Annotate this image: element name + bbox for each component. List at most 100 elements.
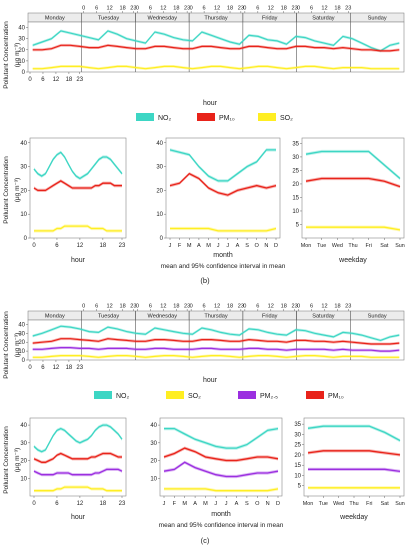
c-week-top-x-tick-label: 6 [256,304,259,310]
c-ci-note: mean and 95% confidence interval in mean [159,522,284,529]
c-week-top-x-tick-label: 0 [190,304,193,310]
c-weekday-y-tick-label: 10 [294,473,301,479]
c-week-top-x-tick-label: 0 [243,304,246,310]
c-weekday-x-tick-label: Thu [349,501,358,507]
b-month-x-tick-label: J [217,243,220,249]
c-week-top-x-tick-label: 23 [345,304,351,310]
y-axis-unit: (μg m⁻³) [14,448,21,473]
y-axis-title: Pollutant Concentration (μg m⁻³) [3,426,21,494]
b-week-x-tick-label: 18 [66,77,73,83]
b-weekday-x-tick-label: Sun [395,243,405,249]
y-axis-label: Pollutant Concentration [3,21,10,89]
b-week-top-x-tick-label: 12 [214,6,220,12]
b-week-day-label: Saturday [312,16,335,22]
b-weekday-x-tick-label: Wed [332,243,343,249]
c-hour-x-tick-label: 18 [100,501,107,507]
b-month-y-tick-label: 10 [156,212,163,218]
c-week-top-x-tick-label: 12 [107,304,113,310]
b-hour-y-tick-label: 40 [20,141,27,147]
c-month-x-tick-label: N [266,501,270,507]
b-week-day-label: Friday [262,16,278,22]
b-legend-label-so2: SO₂ [280,115,293,122]
c-hour-y-tick-label: 10 [20,476,27,482]
b-week-x-tick-label: 0 [28,77,32,83]
b-weekday-x-tick-label: Mon [301,243,312,249]
b-legend-swatch-no2 [136,113,154,121]
b-week-y-tick-label: 40 [18,26,25,32]
c-weekday-x-title: weekday [339,514,368,521]
b-hour-x-tick-label: 0 [32,243,36,249]
c-hour-y-tick-label: 40 [20,423,27,429]
b-month-x-tick-label: F [178,243,182,249]
c-weekday-x-tick-label: Tue [319,501,328,507]
c-weekday-x-tick-label: Fri [366,501,372,507]
b-legend-label-pm10: PM₁₀ [219,115,235,122]
y-axis-title: Pollutant Concentration (μg m⁻³) [3,311,21,379]
c-week-day-label: Sunday [368,314,387,320]
b-week-top-x-tick-label: 0 [297,6,300,12]
c-month-x-tick-label: J [163,501,166,507]
b-month-x-tick-label: M [187,243,192,249]
c-hour-y-tick-label: 30 [20,441,27,447]
c-weekday-x-tick-label: Wed [333,501,344,507]
c-weekday-x-tick-label: Mon [303,501,314,507]
c-legend-swatch-so2 [166,391,184,399]
c-week-y-tick-label: 40 [18,322,25,328]
c-week-day-label: Friday [262,314,278,320]
c-week-day-label: Thursday [204,314,228,320]
b-hour-y-tick-label: 10 [20,212,27,218]
c-week-y-tick-label: 0 [22,358,26,364]
c-month-x-tick-label: A [193,501,197,507]
c-weekday-x-tick-label: Sun [395,501,405,507]
b-weekday-y-tick-label: 15 [292,195,299,201]
c-week-top-x-tick-label: 18 [227,304,233,310]
c-month-x-tick-label: M [203,501,208,507]
b-hour-y-tick-label: 30 [20,165,27,171]
b-week-top-x-tick-label: 18 [227,6,233,12]
b-caption: (b) [200,276,210,285]
c-legend-label-no2: NO₂ [116,393,130,400]
b-month-y-tick-label: 30 [156,165,163,171]
b-week-x-title: hour [203,100,218,107]
b-week-top-x-tick-label: 18 [173,6,179,12]
b-week-top-x-tick-label: 18 [334,6,340,12]
c-legend-swatch-no2 [94,391,112,399]
c-month-y-tick-label: 30 [150,441,157,447]
c-legend-label-pm10: PM₁₀ [328,393,344,400]
c-hour-x-title: hour [71,514,86,521]
c-week-top-x-tick-label: 6 [95,304,98,310]
c-week-top-x-tick-label: 18 [120,304,126,310]
c-weekday-y-tick-label: 30 [294,432,301,438]
c-month-x-tick-label: J [214,501,217,507]
b-week-top-x-tick-label: 0 [243,6,246,12]
b-hour-y-tick-label: 0 [24,236,28,242]
b-ci-note: mean and 95% confidence interval in mean [161,263,286,270]
c-weekday-y-tick-label: 25 [294,443,301,449]
c-hour-x-tick-label: 23 [119,501,126,507]
c-week-top-x-tick-label: 12 [160,304,166,310]
c-week-x-tick-label: 23 [76,365,83,371]
c-week-top-x-tick-label: 6 [310,304,313,310]
b-week-top-x-tick-label: 12 [107,6,113,12]
b-week-top-x-tick-label: 18 [120,6,126,12]
c-caption: (c) [201,536,210,545]
c-week-top-x-tick-label: 18 [334,304,340,310]
b-week-x-tick-label: 12 [53,77,60,83]
b-week-top-x-tick-label: 6 [256,6,259,12]
c-hour-plot-frame [30,418,126,496]
b-month-x-tick-label: O [255,243,260,249]
b-week-top-x-tick-label: 6 [149,6,152,12]
b-weekday-y-tick-label: 25 [292,168,299,174]
b-week-top-x-tick-label: 12 [321,6,327,12]
b-month-x-tick-label: J [169,243,172,249]
b-week-day-label: Monday [45,16,65,22]
c-week-top-x-tick-label: 18 [281,304,287,310]
b-weekday-x-tick-label: Thu [348,243,357,249]
b-week-day-label: Sunday [368,16,387,22]
b-week-y-tick-label: 30 [18,37,25,43]
b-hour-x-tick-label: 12 [77,243,84,249]
b-month-y-tick-label: 0 [160,236,164,242]
b-week-day-label: Tuesday [98,16,119,22]
b-hour-x-tick-label: 23 [119,243,126,249]
c-week-x-tick-label: 12 [53,365,60,371]
